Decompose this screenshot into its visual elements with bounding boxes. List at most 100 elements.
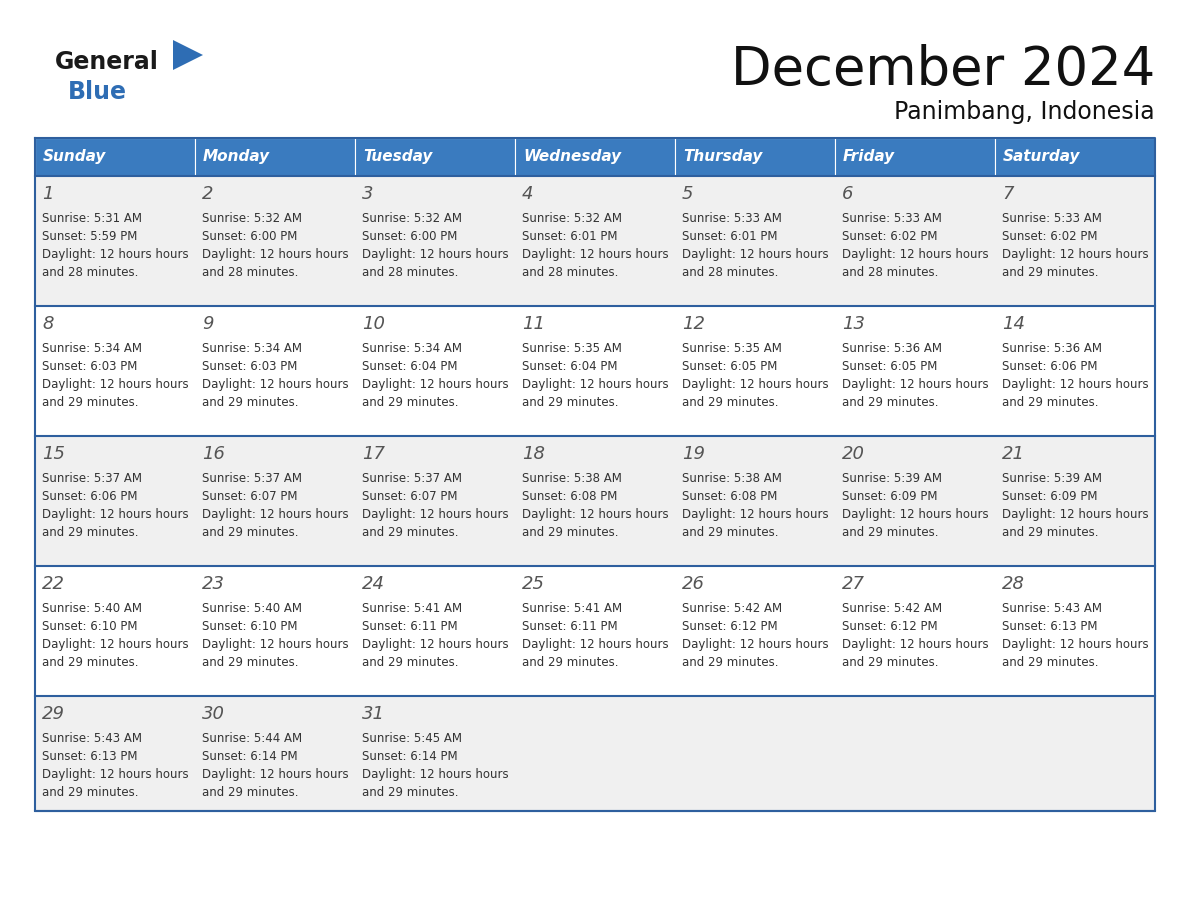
Text: 21: 21	[1001, 445, 1025, 463]
Text: and 28 minutes.: and 28 minutes.	[682, 266, 778, 279]
Text: Sunrise: 5:32 AM: Sunrise: 5:32 AM	[362, 212, 462, 225]
Text: Daylight: 12 hours hours: Daylight: 12 hours hours	[42, 248, 189, 261]
Text: Sunset: 6:06 PM: Sunset: 6:06 PM	[42, 490, 138, 503]
Text: Daylight: 12 hours hours: Daylight: 12 hours hours	[42, 378, 189, 391]
Text: Sunrise: 5:34 AM: Sunrise: 5:34 AM	[362, 342, 462, 355]
Text: Sunrise: 5:36 AM: Sunrise: 5:36 AM	[1001, 342, 1102, 355]
Text: and 29 minutes.: and 29 minutes.	[842, 526, 939, 539]
Text: Sunset: 6:13 PM: Sunset: 6:13 PM	[42, 750, 138, 763]
Text: Sunrise: 5:31 AM: Sunrise: 5:31 AM	[42, 212, 143, 225]
Bar	[675, 138, 835, 176]
Text: Daylight: 12 hours hours: Daylight: 12 hours hours	[362, 378, 508, 391]
Text: and 29 minutes.: and 29 minutes.	[522, 396, 619, 409]
Text: Daylight: 12 hours hours: Daylight: 12 hours hours	[1001, 638, 1149, 651]
Text: Sunrise: 5:40 AM: Sunrise: 5:40 AM	[202, 602, 302, 615]
Text: and 29 minutes.: and 29 minutes.	[1001, 266, 1099, 279]
Text: and 29 minutes.: and 29 minutes.	[842, 396, 939, 409]
Text: 31: 31	[362, 705, 385, 723]
Text: Sunset: 6:01 PM: Sunset: 6:01 PM	[682, 230, 777, 243]
Text: Sunset: 6:05 PM: Sunset: 6:05 PM	[842, 360, 937, 373]
Text: Sunset: 6:10 PM: Sunset: 6:10 PM	[42, 620, 138, 633]
Text: and 29 minutes.: and 29 minutes.	[362, 526, 459, 539]
Text: Sunset: 6:09 PM: Sunset: 6:09 PM	[842, 490, 937, 503]
Text: Sunrise: 5:34 AM: Sunrise: 5:34 AM	[202, 342, 302, 355]
Text: Daylight: 12 hours hours: Daylight: 12 hours hours	[522, 508, 669, 521]
Text: 26: 26	[682, 575, 704, 593]
Text: and 29 minutes.: and 29 minutes.	[1001, 656, 1099, 669]
Text: Sunrise: 5:33 AM: Sunrise: 5:33 AM	[682, 212, 782, 225]
Text: 4: 4	[522, 185, 533, 203]
Text: and 28 minutes.: and 28 minutes.	[362, 266, 459, 279]
Bar	[34, 566, 1155, 696]
Text: Daylight: 12 hours hours: Daylight: 12 hours hours	[202, 508, 348, 521]
Text: 20: 20	[842, 445, 865, 463]
Text: Daylight: 12 hours hours: Daylight: 12 hours hours	[842, 638, 988, 651]
Text: 27: 27	[842, 575, 865, 593]
Text: and 29 minutes.: and 29 minutes.	[42, 656, 139, 669]
Text: Sunrise: 5:45 AM: Sunrise: 5:45 AM	[362, 732, 462, 745]
Text: 8: 8	[42, 315, 53, 333]
Text: 19: 19	[682, 445, 704, 463]
Text: and 29 minutes.: and 29 minutes.	[522, 526, 619, 539]
Text: 18: 18	[522, 445, 545, 463]
Text: Sunrise: 5:44 AM: Sunrise: 5:44 AM	[202, 732, 302, 745]
Text: Daylight: 12 hours hours: Daylight: 12 hours hours	[842, 248, 988, 261]
Text: Sunrise: 5:43 AM: Sunrise: 5:43 AM	[1001, 602, 1102, 615]
Text: Sunset: 6:11 PM: Sunset: 6:11 PM	[522, 620, 618, 633]
Text: Daylight: 12 hours hours: Daylight: 12 hours hours	[1001, 248, 1149, 261]
Text: Sunset: 6:01 PM: Sunset: 6:01 PM	[522, 230, 618, 243]
Text: Daylight: 12 hours hours: Daylight: 12 hours hours	[362, 508, 508, 521]
Text: Daylight: 12 hours hours: Daylight: 12 hours hours	[1001, 508, 1149, 521]
Text: and 29 minutes.: and 29 minutes.	[42, 396, 139, 409]
Text: Sunset: 6:14 PM: Sunset: 6:14 PM	[202, 750, 298, 763]
Text: Sunset: 6:00 PM: Sunset: 6:00 PM	[362, 230, 457, 243]
Text: Sunrise: 5:41 AM: Sunrise: 5:41 AM	[522, 602, 623, 615]
Text: Sunrise: 5:37 AM: Sunrise: 5:37 AM	[202, 472, 302, 485]
Text: and 29 minutes.: and 29 minutes.	[522, 656, 619, 669]
Text: Sunset: 6:05 PM: Sunset: 6:05 PM	[682, 360, 777, 373]
Polygon shape	[173, 40, 203, 70]
Text: Sunset: 6:06 PM: Sunset: 6:06 PM	[1001, 360, 1098, 373]
Text: Sunset: 5:59 PM: Sunset: 5:59 PM	[42, 230, 138, 243]
Text: Sunset: 6:13 PM: Sunset: 6:13 PM	[1001, 620, 1098, 633]
Text: 9: 9	[202, 315, 214, 333]
Text: Wednesday: Wednesday	[523, 150, 621, 164]
Text: Daylight: 12 hours hours: Daylight: 12 hours hours	[202, 248, 348, 261]
Text: Tuesday: Tuesday	[364, 150, 432, 164]
Text: 29: 29	[42, 705, 65, 723]
Text: Sunset: 6:08 PM: Sunset: 6:08 PM	[522, 490, 618, 503]
Text: 15: 15	[42, 445, 65, 463]
Text: Thursday: Thursday	[683, 150, 763, 164]
Text: Sunset: 6:11 PM: Sunset: 6:11 PM	[362, 620, 457, 633]
Bar	[34, 306, 1155, 436]
Bar	[34, 696, 1155, 811]
Text: Sunset: 6:02 PM: Sunset: 6:02 PM	[842, 230, 937, 243]
Text: Sunrise: 5:32 AM: Sunrise: 5:32 AM	[522, 212, 623, 225]
Text: Daylight: 12 hours hours: Daylight: 12 hours hours	[42, 768, 189, 781]
Text: 28: 28	[1001, 575, 1025, 593]
Bar	[996, 138, 1155, 176]
Text: 24: 24	[362, 575, 385, 593]
Text: and 29 minutes.: and 29 minutes.	[842, 656, 939, 669]
Text: Daylight: 12 hours hours: Daylight: 12 hours hours	[842, 508, 988, 521]
Text: Sunset: 6:08 PM: Sunset: 6:08 PM	[682, 490, 777, 503]
Text: Daylight: 12 hours hours: Daylight: 12 hours hours	[362, 638, 508, 651]
Text: 14: 14	[1001, 315, 1025, 333]
Text: Sunset: 6:09 PM: Sunset: 6:09 PM	[1001, 490, 1098, 503]
Text: December 2024: December 2024	[731, 44, 1155, 96]
Text: 22: 22	[42, 575, 65, 593]
Text: 1: 1	[42, 185, 53, 203]
Text: Sunset: 6:04 PM: Sunset: 6:04 PM	[362, 360, 457, 373]
Text: and 29 minutes.: and 29 minutes.	[362, 786, 459, 799]
Bar	[516, 138, 675, 176]
Text: and 29 minutes.: and 29 minutes.	[682, 396, 778, 409]
Text: and 29 minutes.: and 29 minutes.	[42, 786, 139, 799]
Text: 25: 25	[522, 575, 545, 593]
Bar	[355, 138, 516, 176]
Bar	[34, 436, 1155, 566]
Text: Sunset: 6:07 PM: Sunset: 6:07 PM	[362, 490, 457, 503]
Text: 12: 12	[682, 315, 704, 333]
Text: Sunday: Sunday	[43, 150, 107, 164]
Text: Sunrise: 5:41 AM: Sunrise: 5:41 AM	[362, 602, 462, 615]
Text: 23: 23	[202, 575, 225, 593]
